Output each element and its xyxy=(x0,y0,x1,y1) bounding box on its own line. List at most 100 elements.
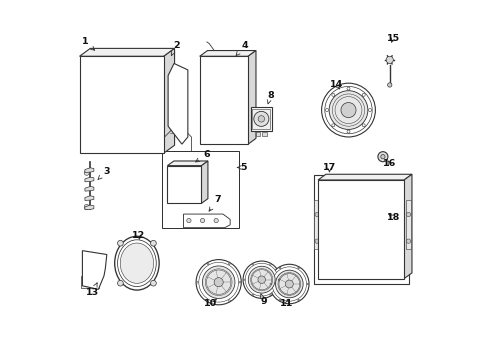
Circle shape xyxy=(196,260,241,305)
Circle shape xyxy=(239,281,240,283)
Circle shape xyxy=(214,278,223,287)
Bar xyxy=(97,134,108,143)
Text: 18: 18 xyxy=(386,213,399,222)
Circle shape xyxy=(117,240,123,246)
Circle shape xyxy=(148,79,161,91)
Circle shape xyxy=(234,109,244,118)
Bar xyxy=(383,184,392,192)
Bar xyxy=(355,201,367,217)
Text: 2: 2 xyxy=(171,41,179,55)
Circle shape xyxy=(117,84,123,90)
Circle shape xyxy=(129,84,135,90)
Circle shape xyxy=(214,219,218,223)
Circle shape xyxy=(275,270,303,298)
Circle shape xyxy=(150,240,156,246)
Circle shape xyxy=(243,279,244,280)
Text: 11: 11 xyxy=(280,299,293,308)
Circle shape xyxy=(228,263,230,265)
Circle shape xyxy=(269,294,271,296)
Circle shape xyxy=(380,154,384,159)
Bar xyxy=(162,151,239,228)
Circle shape xyxy=(325,109,328,112)
Text: 4: 4 xyxy=(236,41,247,55)
Circle shape xyxy=(245,263,278,296)
Circle shape xyxy=(297,267,299,269)
Text: 17: 17 xyxy=(322,163,335,172)
Text: 16: 16 xyxy=(382,159,396,168)
Circle shape xyxy=(253,111,268,126)
Circle shape xyxy=(346,87,349,90)
Bar xyxy=(314,200,319,249)
Circle shape xyxy=(168,198,173,202)
Circle shape xyxy=(207,263,208,265)
Bar xyxy=(214,89,223,96)
Polygon shape xyxy=(183,214,230,228)
Circle shape xyxy=(117,280,123,286)
Bar xyxy=(226,67,235,73)
Circle shape xyxy=(269,264,271,265)
Circle shape xyxy=(377,152,387,162)
Bar xyxy=(214,67,223,73)
Circle shape xyxy=(278,279,280,280)
Text: 10: 10 xyxy=(203,299,217,308)
Circle shape xyxy=(195,198,200,202)
Circle shape xyxy=(90,280,95,285)
Bar xyxy=(370,184,379,192)
Circle shape xyxy=(199,262,238,302)
Circle shape xyxy=(233,75,244,87)
Circle shape xyxy=(105,84,112,90)
Bar xyxy=(317,180,403,279)
Circle shape xyxy=(272,267,306,301)
Circle shape xyxy=(306,283,308,285)
Polygon shape xyxy=(82,251,106,289)
Circle shape xyxy=(252,264,253,265)
Bar xyxy=(220,128,226,137)
Circle shape xyxy=(186,219,191,223)
Ellipse shape xyxy=(117,240,156,287)
Text: 15: 15 xyxy=(386,34,399,43)
Bar xyxy=(211,128,217,137)
Circle shape xyxy=(314,212,319,217)
Bar xyxy=(126,134,137,143)
Bar xyxy=(321,201,332,217)
Polygon shape xyxy=(247,50,255,144)
Text: 13: 13 xyxy=(85,283,99,297)
Circle shape xyxy=(406,239,410,243)
Polygon shape xyxy=(167,161,207,166)
Circle shape xyxy=(207,300,208,301)
Bar xyxy=(319,193,402,224)
Circle shape xyxy=(279,299,280,301)
Circle shape xyxy=(279,267,280,269)
Polygon shape xyxy=(201,161,207,203)
Polygon shape xyxy=(317,174,411,180)
Circle shape xyxy=(297,299,299,301)
Circle shape xyxy=(362,124,365,127)
Bar xyxy=(202,78,211,84)
Text: 9: 9 xyxy=(260,294,266,306)
Bar xyxy=(338,201,349,217)
Text: 14: 14 xyxy=(330,81,343,90)
Bar xyxy=(226,89,235,96)
Bar xyxy=(372,201,384,217)
Text: 8: 8 xyxy=(266,91,273,104)
Circle shape xyxy=(258,276,265,283)
Ellipse shape xyxy=(115,236,159,290)
Bar xyxy=(80,56,163,153)
Polygon shape xyxy=(80,48,174,56)
Polygon shape xyxy=(163,48,174,153)
Circle shape xyxy=(84,76,87,79)
Circle shape xyxy=(314,239,319,243)
Text: 5: 5 xyxy=(237,163,246,172)
Circle shape xyxy=(387,83,391,87)
Bar xyxy=(313,175,408,284)
Circle shape xyxy=(285,280,293,288)
Circle shape xyxy=(340,103,355,118)
Bar xyxy=(228,128,235,137)
Circle shape xyxy=(328,91,367,130)
Circle shape xyxy=(196,281,198,283)
Bar xyxy=(167,166,201,203)
Bar xyxy=(262,132,266,136)
Ellipse shape xyxy=(120,243,153,283)
Text: 3: 3 xyxy=(98,167,109,179)
Circle shape xyxy=(228,300,230,301)
